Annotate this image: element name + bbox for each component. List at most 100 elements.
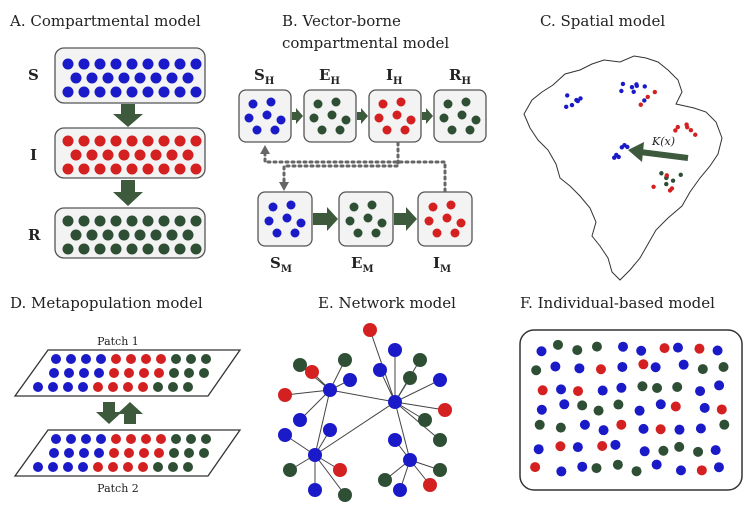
susceptible-dot xyxy=(650,362,661,373)
susceptible-dot xyxy=(672,342,683,353)
recovered-dot xyxy=(110,215,122,227)
recovered-dot xyxy=(555,422,566,433)
panel-b: SH EH IH RH SM EM IM xyxy=(238,66,487,275)
susceptible-dot xyxy=(634,83,640,89)
susceptible-dot xyxy=(629,85,635,90)
recovered-dot xyxy=(313,99,323,109)
susceptible-dot xyxy=(579,419,590,430)
recovered-dot xyxy=(693,446,704,457)
recovered-dot xyxy=(199,368,209,378)
infected-dot xyxy=(111,354,121,364)
recovered-dot xyxy=(652,383,663,394)
susceptible-dot xyxy=(620,81,626,87)
susceptible-dot xyxy=(536,346,547,357)
susceptible-dot xyxy=(563,104,569,110)
susceptible-dot xyxy=(270,125,280,135)
infected-dot xyxy=(102,149,114,161)
recovered-dot xyxy=(341,115,351,125)
infected-dot xyxy=(450,228,460,238)
susceptible-dot xyxy=(638,423,649,434)
susceptible-dot xyxy=(96,434,106,444)
recovered-dot xyxy=(166,229,178,241)
infected-dot xyxy=(110,163,122,175)
kernel-arrow-shaft xyxy=(639,149,689,161)
susceptible-dot xyxy=(190,58,202,70)
susceptible-dot xyxy=(33,462,43,472)
recovered-dot xyxy=(169,448,179,458)
network-edge xyxy=(394,379,441,403)
susceptible-dot xyxy=(78,462,88,472)
susceptible-dot xyxy=(388,433,402,447)
susceptible-dot xyxy=(678,359,689,370)
infected-dot xyxy=(174,163,186,175)
panel-c-dots xyxy=(563,81,698,193)
recovered-dot xyxy=(413,353,427,367)
susceptible-dot xyxy=(655,399,666,410)
infected-dot xyxy=(108,382,118,392)
recovered-dot xyxy=(331,97,341,107)
susceptible-dot xyxy=(642,84,647,89)
susceptible-dot xyxy=(64,368,74,378)
infected-dot xyxy=(190,163,202,175)
panel-b-dots xyxy=(244,97,481,238)
susceptible-dot xyxy=(174,86,186,98)
infected-dot xyxy=(156,434,166,444)
network-edge xyxy=(394,401,446,411)
susceptible-dot xyxy=(110,86,122,98)
susceptible-dot xyxy=(62,58,74,70)
recovered-dot xyxy=(153,462,163,472)
infected-dot xyxy=(154,368,164,378)
recovered-dot xyxy=(631,466,642,477)
infected-dot xyxy=(675,124,681,130)
susceptible-dot xyxy=(550,361,561,372)
infected-dot xyxy=(158,163,170,175)
susceptible-dot xyxy=(262,110,272,120)
susceptible-dot xyxy=(268,202,278,212)
arrow-em-to-im xyxy=(394,207,417,231)
infected-dot xyxy=(684,122,689,127)
infected-dot xyxy=(109,368,119,378)
recovered-dot xyxy=(377,218,387,228)
susceptible-dot xyxy=(639,446,650,457)
brazil-map-outline xyxy=(523,55,723,281)
network-edge xyxy=(314,454,346,496)
susceptible-dot xyxy=(33,382,43,392)
susceptible-dot xyxy=(636,345,647,356)
recovered-dot xyxy=(433,463,447,477)
arrow-eh-to-ih xyxy=(357,108,368,124)
susceptible-dot xyxy=(81,354,91,364)
recovered-dot xyxy=(719,419,730,430)
recovered-dot xyxy=(171,354,181,364)
susceptible-dot xyxy=(612,155,617,160)
infected-dot xyxy=(154,448,164,458)
infected-dot xyxy=(638,359,649,370)
recovered-dot xyxy=(338,488,352,502)
susceptible-dot xyxy=(48,382,58,392)
susceptible-dot xyxy=(712,345,723,356)
infected-dot xyxy=(166,149,178,161)
arrow-s-to-i xyxy=(113,104,143,127)
infected-dot xyxy=(110,135,122,147)
recovered-dot xyxy=(168,382,178,392)
panel-d-title: D. Metapopulation model xyxy=(10,294,203,312)
panel-d-dots xyxy=(33,354,211,472)
susceptible-dot xyxy=(190,86,202,98)
susceptible-dot xyxy=(150,72,162,84)
susceptible-dot xyxy=(572,442,583,453)
infected-dot xyxy=(333,463,347,477)
infected-dot xyxy=(62,163,74,175)
infected-dot xyxy=(278,388,292,402)
recovered-dot xyxy=(418,413,432,427)
infected-dot xyxy=(442,213,452,223)
infected-dot xyxy=(694,343,705,354)
network-edge xyxy=(299,389,331,421)
infected-dot xyxy=(70,149,82,161)
network-edge xyxy=(284,389,331,396)
infected-dot xyxy=(669,186,675,191)
susceptible-dot xyxy=(574,97,579,103)
recovered-dot xyxy=(184,368,194,378)
susceptible-dot xyxy=(244,113,254,123)
susceptible-dot xyxy=(556,466,567,477)
recovered-dot xyxy=(612,459,623,470)
recovered-dot xyxy=(182,229,194,241)
